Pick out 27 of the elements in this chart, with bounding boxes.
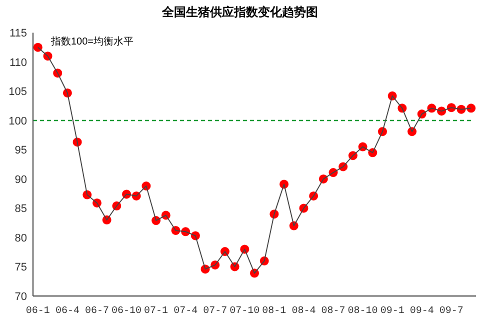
y-tick-label: 80 <box>14 232 27 244</box>
x-tick-label: 08-10 <box>348 306 378 317</box>
y-tick-label: 85 <box>14 203 27 216</box>
y-tick-label: 110 <box>9 56 27 69</box>
x-tick-label: 06-7 <box>84 306 109 317</box>
y-tick-label: 95 <box>14 144 27 157</box>
x-tick-label: 07-7 <box>203 306 228 317</box>
y-tick-label: 115 <box>9 28 27 40</box>
x-tick-label: 06-4 <box>55 306 80 317</box>
x-tick-label: 08-4 <box>292 306 316 317</box>
x-tick-label: 08-1 <box>262 306 286 317</box>
y-tick-label: 75 <box>14 262 27 274</box>
x-tick-label: 09-1 <box>380 306 404 317</box>
y-tick-label: 100 <box>8 115 27 128</box>
y-tick-label: 105 <box>8 86 27 98</box>
x-tick-label: 07-4 <box>174 306 198 317</box>
x-tick-label: 09-7 <box>439 306 464 317</box>
x-tick-label: 09-4 <box>410 306 434 317</box>
y-tick-label: 70 <box>14 291 27 303</box>
x-tick-label: 06-1 <box>26 306 50 317</box>
y-tick-label: 90 <box>14 174 27 186</box>
x-tick-label: 07-1 <box>144 306 168 317</box>
x-tick-label: 06-10 <box>112 306 142 317</box>
x-tick-label: 08-7 <box>321 306 346 317</box>
title: 全国生猪供应指数变化趋势图 <box>162 5 318 19</box>
x-tick-label: 07-10 <box>230 306 260 317</box>
annotation: 指数100=均衡水平 <box>50 36 134 48</box>
